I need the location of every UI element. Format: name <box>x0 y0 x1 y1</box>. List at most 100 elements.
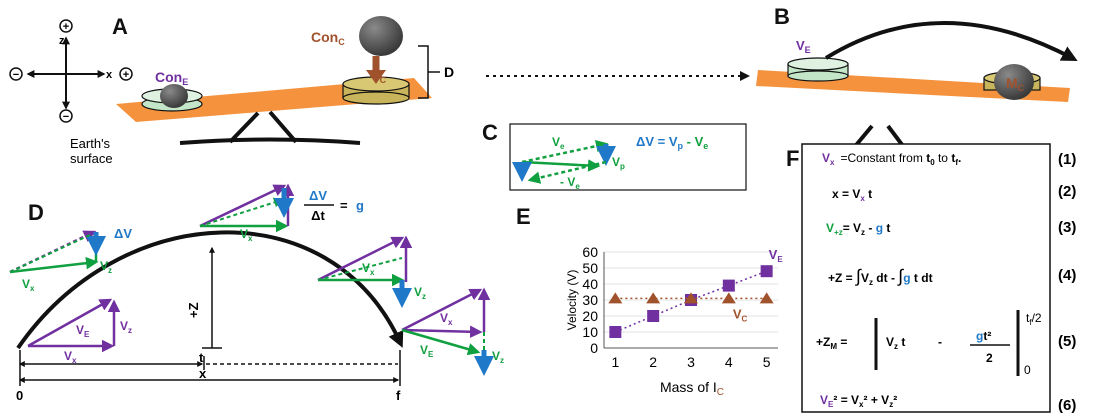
eq5-numerator: gt² <box>976 329 991 343</box>
eq-number-6: (6) <box>1058 397 1076 414</box>
v-e-label-b: VE <box>796 38 811 55</box>
panel-d-letter: D <box>28 200 44 225</box>
delta-v-equation: ΔV = Vp - Ve <box>636 134 708 151</box>
dv-label-d: ΔV <box>114 226 132 241</box>
equation-6: VE² = Vx² + Vz² <box>820 393 897 409</box>
panel-b-letter: B <box>774 4 790 29</box>
chart-series: VE VC <box>608 247 783 338</box>
zero-label: 0 <box>16 388 23 403</box>
y-tick-label: 60 <box>582 244 598 260</box>
equation-1: Vx =Constant from t0 to tf. <box>822 151 961 167</box>
vp-label-c: Vp <box>612 155 625 171</box>
ball-b <box>994 64 1034 100</box>
container-c-bottom <box>342 91 410 105</box>
eq5-upper-limit: tf/2 <box>1026 311 1042 327</box>
ve-label-0: VE <box>76 323 90 339</box>
eq5-denominator: 2 <box>986 351 993 365</box>
t-label: t <box>199 350 204 365</box>
ve-data-point <box>722 279 735 292</box>
vc-data-point <box>646 292 661 304</box>
earth-surface-line <box>179 137 361 145</box>
falling-arrow <box>366 70 386 84</box>
y-tick-label: 40 <box>582 276 598 292</box>
fraction-denominator: Δt <box>311 208 325 223</box>
panel-e-letter: E <box>516 204 531 229</box>
x-axis-label: x <box>106 69 113 81</box>
x-tick-label: 2 <box>649 354 657 370</box>
chart-grid <box>604 251 778 333</box>
x-plus-circle <box>119 67 133 81</box>
y-tick-label: 50 <box>582 260 598 276</box>
fraction-numerator: ΔV <box>309 188 327 203</box>
eq5-vzt: Vz t <box>886 335 905 351</box>
y-tick-label: 10 <box>582 324 598 340</box>
vz-label-r2: Vz <box>492 349 504 365</box>
panel-c-box <box>509 123 747 191</box>
z-minus-circle <box>59 109 73 123</box>
ve-label-c: Ve <box>552 135 565 151</box>
equation-5: +ZM = Vz t - gt² 2 tf/2 0 <box>816 310 1042 377</box>
panel-b: B MC VE <box>756 4 1078 153</box>
z-minus-sign: − <box>63 111 69 123</box>
earth-label-line2: surface <box>70 151 113 166</box>
ve-data-point <box>760 265 773 278</box>
y-tick-label: 30 <box>582 292 598 308</box>
x-tick-label: 4 <box>725 354 733 370</box>
eq5-lhs: +ZM = <box>816 335 847 351</box>
chart-axes <box>603 252 778 349</box>
panel-a-letter: A <box>112 14 128 39</box>
axis-cross: + − − + z x <box>9 19 133 123</box>
neg-ve-label-c: - Ve <box>560 175 580 191</box>
vx-label-r1: Vx <box>362 261 375 277</box>
vz-label-1: Vz <box>100 259 112 275</box>
m-c-label: MC <box>1006 75 1025 93</box>
x-minus-sign: − <box>13 69 19 81</box>
x-plus-sign: + <box>123 69 129 81</box>
eq-number-2: (2) <box>1058 183 1076 200</box>
panel-f: F Vx =Constant from t0 to tf. (1) x = Vx … <box>786 143 1076 414</box>
y-tick-label: 0 <box>590 340 598 356</box>
eq-number-1: (1) <box>1058 151 1076 168</box>
x-axis-label: Mass of IC <box>660 379 724 398</box>
ve-label-r2: VE <box>420 343 434 359</box>
vc-data-point <box>684 292 698 304</box>
f-label: f <box>396 388 401 403</box>
panel-d: D ΔV Vz Vx VE Vz Vx <box>9 183 504 403</box>
vx-label-0: Vx <box>64 349 77 365</box>
vc-data-point <box>759 292 774 304</box>
g-label-d: g <box>356 198 364 213</box>
d-label: D <box>444 64 454 80</box>
ball-c <box>359 16 403 56</box>
vc-series-label: VC <box>733 306 748 323</box>
vector-group-1: ΔV Vz Vx <box>9 226 132 293</box>
earth-label-line1: Earth's <box>70 136 111 151</box>
plus-z-label: +Z <box>186 302 201 318</box>
eq5-minus: - <box>938 335 942 349</box>
fraction-equals: = <box>340 198 348 213</box>
neg-ve-vector-c <box>527 160 607 184</box>
eq-number-3: (3) <box>1058 219 1076 236</box>
series-trendline <box>615 270 767 333</box>
con-e-label: ConE <box>155 69 188 87</box>
eq-number-5: (5) <box>1058 333 1076 350</box>
x-tick-label: 1 <box>611 354 619 370</box>
panel-c-letter: C <box>482 120 498 145</box>
z-plus-circle <box>59 19 73 33</box>
projectile-trajectory <box>16 230 404 350</box>
ve-vector-c <box>521 139 609 164</box>
vc-data-point <box>608 292 623 304</box>
y-tick-label: 20 <box>582 308 598 324</box>
vector-group-apex: Vx <box>199 183 295 243</box>
vc-data-point <box>721 292 736 304</box>
panel-a: A + − − + z x Earth's surface ConE <box>9 14 454 166</box>
panel-f-box <box>801 143 1051 413</box>
x-tick-label: 3 <box>687 354 695 370</box>
fulcrum <box>228 110 298 144</box>
z-axis-label: z <box>59 35 65 47</box>
equation-3: V+z= Vz - g t <box>826 221 890 237</box>
panel-c: C Ve Vp - Ve ΔV = Vp - Ve <box>482 120 747 191</box>
v-c-label: VC <box>371 68 387 85</box>
ve-data-point <box>609 326 622 338</box>
